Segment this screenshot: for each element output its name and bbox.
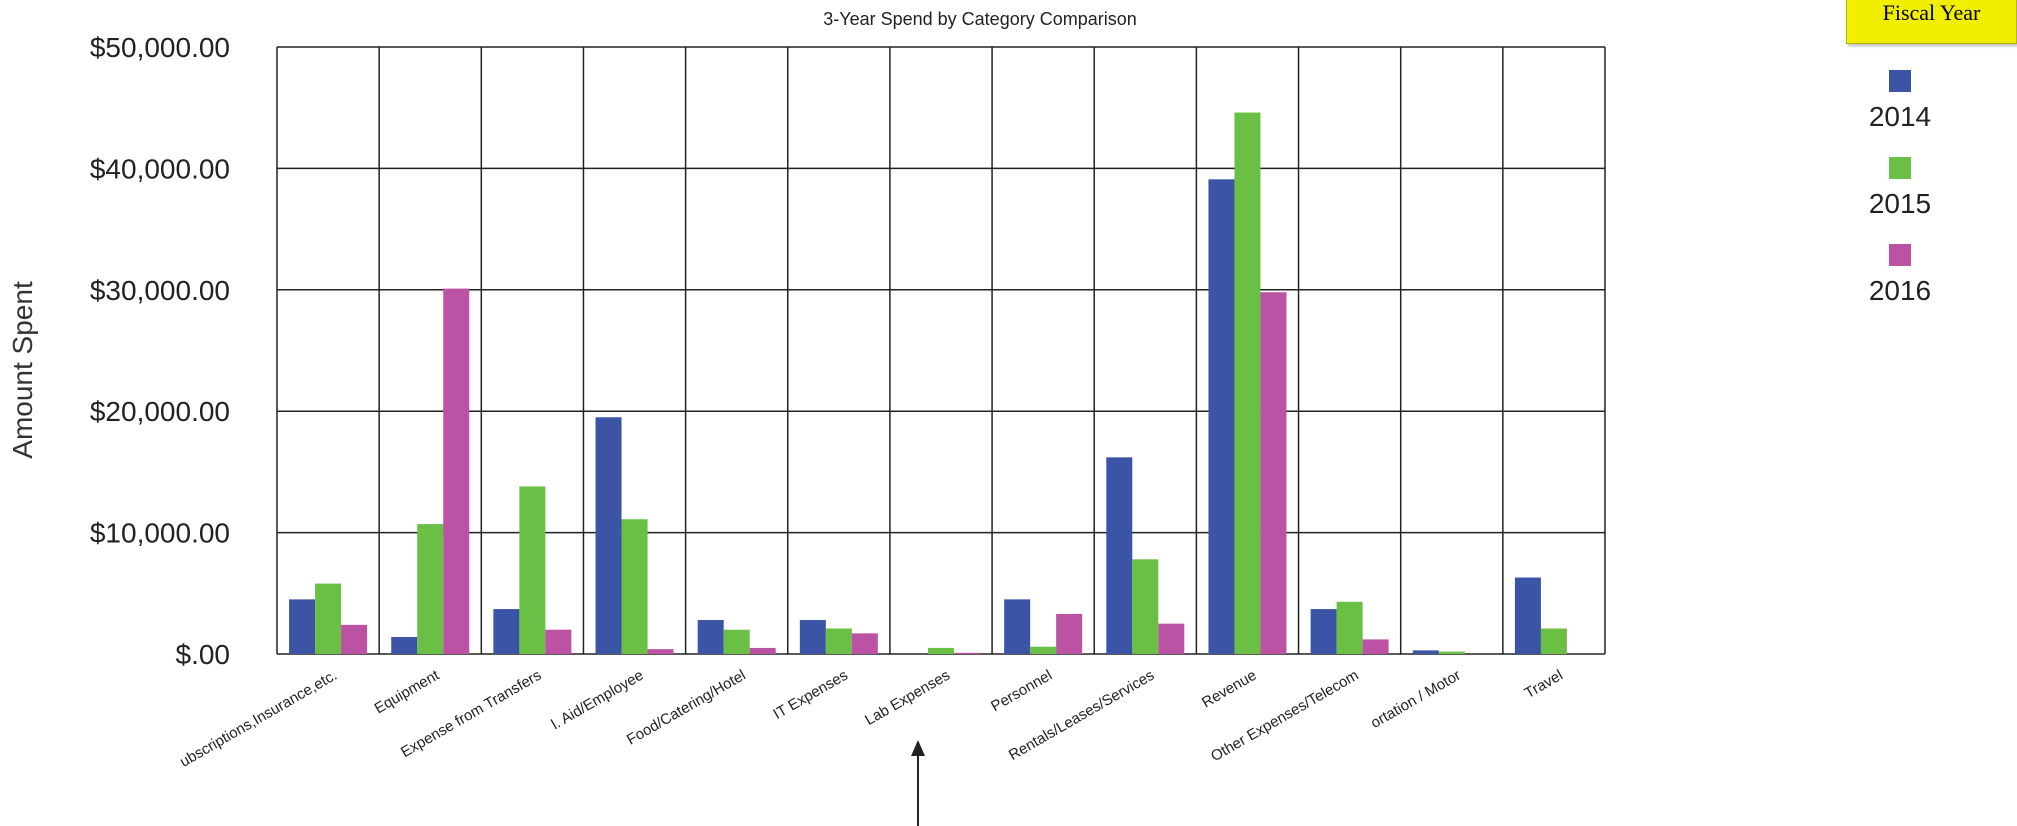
x-tick-label: Lab Expenses <box>862 667 953 729</box>
bar-2015 <box>519 486 546 654</box>
bar-2015 <box>1438 651 1465 654</box>
bar-2014 <box>1004 599 1031 654</box>
x-tick-label: Personnel <box>988 667 1055 715</box>
bar-2015 <box>723 629 750 654</box>
bar-2014 <box>1310 609 1337 654</box>
bar-2016 <box>341 624 368 654</box>
chart-title: 3-Year Spend by Category Comparison <box>823 9 1137 29</box>
bar-2015 <box>825 628 852 654</box>
bar-2015 <box>315 583 342 654</box>
bar-2014 <box>697 620 724 654</box>
bar-2016 <box>1056 613 1083 654</box>
x-tick-label: Revenue <box>1199 667 1260 712</box>
legend-swatch <box>1889 157 1911 179</box>
bar-2016 <box>954 652 980 654</box>
bar-2016 <box>443 288 470 654</box>
y-tick-label: $.00 <box>176 639 231 670</box>
bar-2016 <box>851 633 878 654</box>
legend-label: 2014 <box>1868 101 1932 132</box>
bar-2016 <box>647 649 674 654</box>
x-tick-label: ubscriptions,Insurance,etc. <box>177 667 340 771</box>
bar-2015 <box>1132 559 1159 654</box>
bar-2016 <box>545 629 572 654</box>
bar-2016 <box>1362 639 1389 654</box>
bar-2015 <box>928 647 954 654</box>
x-tick-label: l. Aid/Employee <box>548 667 646 733</box>
y-tick-label: $10,000.00 <box>90 518 230 549</box>
x-tick-label: Equipment <box>372 666 443 717</box>
bar-2014 <box>289 599 316 654</box>
bar-2015 <box>1030 646 1057 654</box>
y-tick-label: $30,000.00 <box>90 275 230 306</box>
bar-2014 <box>799 620 826 654</box>
y-tick-label: $20,000.00 <box>90 396 230 427</box>
bar-2014 <box>1208 179 1235 655</box>
bar-2016 <box>1158 623 1185 654</box>
bars <box>289 112 1567 655</box>
legend-label: 2015 <box>1868 188 1932 219</box>
bar-2016 <box>1260 292 1287 654</box>
bar-2014 <box>391 637 418 654</box>
x-tick-label: ortation / Motor <box>1368 667 1464 732</box>
legend-item: 2014 <box>1840 70 1960 132</box>
bar-2015 <box>1234 112 1261 654</box>
y-tick-label: $50,000.00 <box>90 32 230 63</box>
arrow-annotation <box>911 740 925 826</box>
x-tick-label: IT Expenses <box>770 667 850 723</box>
bar-2014 <box>595 417 622 654</box>
bar-2014 <box>1412 650 1439 654</box>
legend-title: Fiscal Year <box>1846 0 2017 44</box>
legend-swatch <box>1889 244 1911 266</box>
bar-2015 <box>621 519 648 654</box>
x-axis-ticks: ubscriptions,Insurance,etc. EquipmentExpe… <box>177 666 1566 770</box>
legend-item: 2015 <box>1840 157 1960 219</box>
y-axis-ticks: $.00 $10,000.00 $20,000.00 $30,000.00 $40,00… <box>90 32 230 670</box>
grid <box>276 46 1606 655</box>
legend-item: 2016 <box>1840 244 1960 306</box>
legend-label: 2016 <box>1868 275 1932 306</box>
x-tick-label: Travel <box>1522 667 1566 702</box>
bar-2015 <box>1540 628 1567 654</box>
bar-2014 <box>1106 457 1133 654</box>
y-axis-label: Amount Spent <box>7 281 38 459</box>
bar-2015 <box>1336 601 1363 654</box>
y-tick-label: $40,000.00 <box>90 153 230 184</box>
bar-2014 <box>1514 577 1541 654</box>
bar-2015 <box>417 524 444 654</box>
legend-swatch <box>1889 70 1911 92</box>
bar-2014 <box>493 609 520 654</box>
bar-2016 <box>749 647 776 654</box>
